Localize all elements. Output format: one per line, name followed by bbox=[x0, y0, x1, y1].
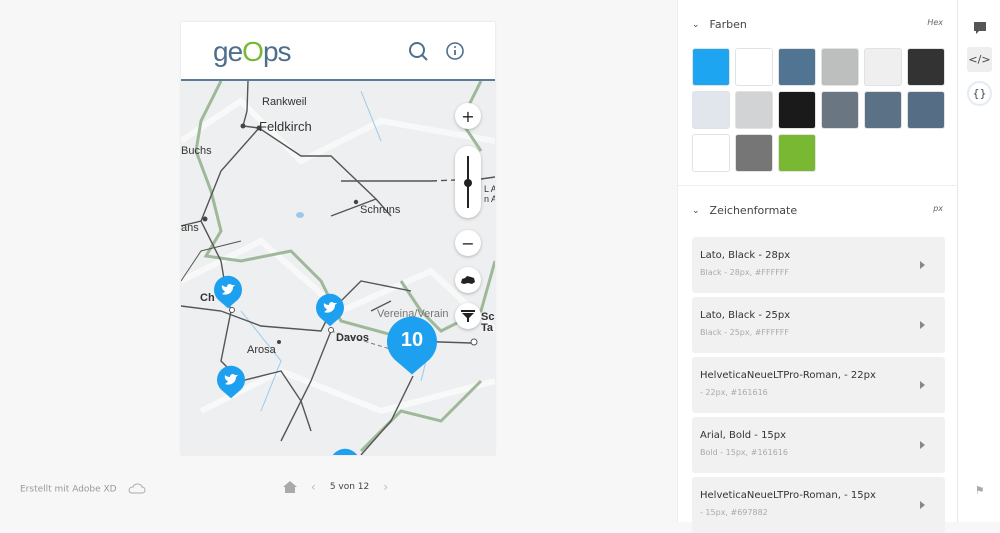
text-style-details: Black - 25px, #FFFFFF bbox=[700, 328, 790, 337]
search-icon[interactable] bbox=[407, 40, 429, 62]
prototype-screen: geOps Rankweil Feldkirch Buchs Schruns a… bbox=[181, 22, 495, 455]
expand-arrow-icon[interactable] bbox=[920, 321, 925, 329]
expand-arrow-icon[interactable] bbox=[920, 441, 925, 449]
color-swatch[interactable] bbox=[735, 91, 773, 129]
expand-arrow-icon[interactable] bbox=[920, 381, 925, 389]
text-style-details: - 15px, #697882 bbox=[700, 508, 768, 517]
color-swatch[interactable] bbox=[907, 48, 945, 86]
filter-button[interactable] bbox=[455, 303, 481, 329]
next-page-icon[interactable]: › bbox=[383, 480, 389, 494]
text-styles-section-header[interactable]: ⌄ Zeichenformate bbox=[692, 204, 797, 217]
color-swatch[interactable] bbox=[692, 91, 730, 129]
text-style-details: Black - 28px, #FFFFFF bbox=[700, 268, 790, 277]
zoom-slider[interactable] bbox=[455, 146, 481, 218]
previous-page-icon[interactable]: ‹ bbox=[311, 480, 316, 494]
comment-icon[interactable] bbox=[967, 15, 992, 40]
color-swatch[interactable] bbox=[735, 134, 773, 172]
page-indicator: 5 von 12 bbox=[329, 482, 370, 492]
app-header: geOps bbox=[181, 22, 495, 81]
chevron-down-icon: ⌄ bbox=[692, 205, 700, 216]
text-style-card[interactable]: Lato, Black - 25px Black - 25px, #FFFFFF bbox=[692, 297, 945, 353]
text-style-card[interactable]: Lato, Black - 28px Black - 28px, #FFFFFF bbox=[692, 237, 945, 293]
text-style-title: Lato, Black - 25px bbox=[700, 310, 791, 321]
color-swatch[interactable] bbox=[821, 48, 859, 86]
cluster-count[interactable]: 10 bbox=[400, 329, 424, 351]
variables-icon[interactable]: {} bbox=[967, 81, 992, 106]
pager: ‹ 5 von 12 › bbox=[283, 480, 388, 494]
expand-arrow-icon[interactable] bbox=[920, 261, 925, 269]
geops-logo: geOps bbox=[213, 36, 292, 67]
zoom-slider-handle[interactable] bbox=[464, 179, 472, 187]
color-swatch[interactable] bbox=[778, 91, 816, 129]
color-format-selector[interactable]: Hex bbox=[927, 18, 943, 27]
color-swatch[interactable] bbox=[692, 48, 730, 86]
map-label: Rankweil bbox=[262, 96, 307, 108]
map-label: ans bbox=[181, 222, 199, 234]
text-style-details: Bold - 15px, #161616 bbox=[700, 448, 788, 457]
color-swatch[interactable] bbox=[864, 91, 902, 129]
section-title: Farben bbox=[709, 18, 747, 31]
color-swatch[interactable] bbox=[864, 48, 902, 86]
filter-icon bbox=[461, 310, 475, 322]
home-icon[interactable] bbox=[283, 481, 297, 493]
color-swatch[interactable] bbox=[735, 48, 773, 86]
created-with-text: Erstellt mit Adobe XD bbox=[20, 484, 117, 495]
zoom-out-button[interactable]: − bbox=[455, 230, 481, 256]
map-label: Arosa bbox=[247, 344, 276, 356]
color-swatch[interactable] bbox=[778, 48, 816, 86]
map-label: Ta bbox=[481, 322, 494, 334]
map-label: Sc bbox=[481, 311, 495, 323]
adobe-xd-credit: Erstellt mit Adobe XD bbox=[20, 483, 146, 495]
color-swatch[interactable] bbox=[692, 134, 730, 172]
divider bbox=[678, 185, 959, 186]
map-label: n A bbox=[484, 194, 495, 204]
section-title: Zeichenformate bbox=[709, 204, 798, 217]
map-label: Buchs bbox=[181, 145, 212, 157]
text-style-title: HelveticaNeueLTPro-Roman, - 15px bbox=[700, 490, 876, 501]
color-swatch[interactable] bbox=[821, 91, 859, 129]
text-style-card[interactable]: Arial, Bold - 15px Bold - 15px, #161616 bbox=[692, 417, 945, 473]
map-label: Vereina/Verain bbox=[377, 308, 449, 320]
color-swatch[interactable] bbox=[778, 134, 816, 172]
text-style-title: HelveticaNeueLTPro-Roman, - 22px bbox=[700, 370, 876, 381]
unit-selector[interactable]: px bbox=[933, 204, 943, 213]
info-icon[interactable] bbox=[444, 40, 466, 62]
map-base bbox=[181, 81, 495, 455]
map[interactable]: Rankweil Feldkirch Buchs Schruns ans Ch … bbox=[181, 81, 495, 455]
zoom-in-button[interactable]: + bbox=[455, 103, 481, 129]
colors-section-header[interactable]: ⌄ Farben bbox=[692, 18, 747, 31]
inspect-panel: ⌄ Farben Hex ⌄ Zeichenformate px Lato, Bla… bbox=[677, 0, 959, 533]
text-style-card[interactable]: HelveticaNeueLTPro-Roman, - 22px - 22px, … bbox=[692, 357, 945, 413]
text-style-title: Lato, Black - 28px bbox=[700, 250, 791, 261]
expand-arrow-icon[interactable] bbox=[920, 501, 925, 509]
switzerland-extent-button[interactable] bbox=[455, 267, 481, 293]
code-icon[interactable]: </> bbox=[967, 47, 992, 72]
map-label: Schruns bbox=[360, 204, 401, 216]
text-style-card[interactable]: HelveticaNeueLTPro-Roman, - 15px - 15px, … bbox=[692, 477, 945, 533]
map-label: L A bbox=[484, 184, 495, 194]
creative-cloud-icon bbox=[128, 483, 145, 494]
chevron-down-icon: ⌄ bbox=[692, 19, 700, 30]
switzerland-icon bbox=[461, 276, 475, 284]
text-style-title: Arial, Bold - 15px bbox=[700, 430, 787, 441]
map-label: Davos bbox=[336, 332, 370, 344]
right-toolbar: </> {} ⚑ bbox=[958, 0, 1000, 522]
map-label: Feldkirch bbox=[259, 119, 312, 134]
color-swatch[interactable] bbox=[907, 91, 945, 129]
map-label: Ch bbox=[200, 292, 215, 304]
text-style-details: - 22px, #161616 bbox=[700, 388, 768, 397]
flag-icon[interactable]: ⚑ bbox=[974, 484, 985, 497]
